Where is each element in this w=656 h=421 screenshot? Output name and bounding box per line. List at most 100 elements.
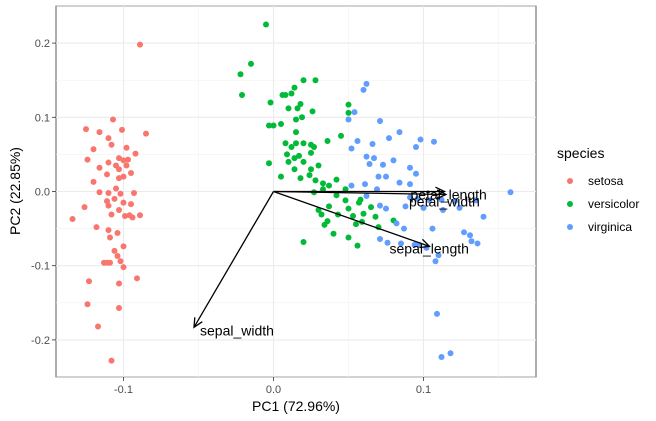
point-setosa	[123, 162, 130, 169]
loading-arrowhead-sepal_width	[193, 317, 203, 329]
point-virginica	[377, 202, 383, 209]
point-versicolor	[278, 173, 284, 180]
point-versicolor	[300, 140, 307, 147]
point-setosa	[108, 357, 115, 364]
point-versicolor	[270, 122, 277, 129]
point-virginica	[363, 153, 370, 160]
point-setosa	[123, 144, 130, 151]
point-versicolor	[299, 114, 305, 121]
point-setosa	[113, 185, 119, 192]
loading-label-petal_width: petal_width	[409, 193, 480, 209]
legend-label-setosa: setosa	[588, 174, 624, 188]
x-tick-label: 0.0	[266, 384, 281, 396]
point-virginica	[440, 207, 446, 214]
point-virginica	[384, 239, 391, 246]
x-tick-label: 0.1	[416, 384, 431, 396]
point-setosa	[108, 211, 115, 218]
point-versicolor	[309, 108, 316, 115]
point-setosa	[116, 304, 122, 311]
legend: species setosa versicolor virginica	[557, 145, 639, 234]
point-versicolor	[311, 143, 317, 150]
point-virginica	[411, 241, 418, 248]
point-versicolor	[291, 84, 298, 91]
point-virginica	[407, 194, 413, 201]
point-virginica	[390, 157, 397, 164]
point-setosa	[90, 178, 97, 185]
point-setosa	[96, 164, 103, 171]
point-setosa	[90, 146, 97, 153]
loading-arrowhead-sepal_length	[419, 238, 431, 249]
point-virginica	[434, 310, 440, 317]
point-versicolor	[293, 116, 299, 123]
point-versicolor	[321, 221, 328, 228]
legend-key-virginica	[567, 224, 573, 230]
point-virginica	[345, 116, 352, 123]
legend-key-setosa	[567, 178, 573, 184]
point-virginica	[407, 181, 413, 188]
legend-title: species	[557, 145, 604, 161]
loading-arrow-sepal_length	[273, 190, 430, 248]
point-versicolor	[297, 100, 304, 107]
point-versicolor	[285, 158, 292, 165]
point-versicolor	[354, 242, 361, 249]
point-setosa	[116, 175, 122, 182]
point-virginica	[435, 252, 442, 259]
point-setosa	[86, 278, 92, 285]
point-virginica	[396, 179, 403, 186]
point-setosa	[84, 156, 91, 163]
point-versicolor	[372, 213, 379, 220]
point-versicolor	[308, 149, 314, 156]
point-versicolor	[345, 109, 352, 116]
point-setosa	[119, 126, 125, 133]
point-virginica	[452, 198, 458, 205]
legend-key-versicolor	[567, 201, 573, 207]
point-setosa	[116, 155, 122, 162]
point-versicolor	[294, 105, 301, 112]
point-virginica	[438, 353, 445, 360]
point-virginica	[377, 118, 383, 125]
loading-arrowhead-petal_width	[436, 189, 448, 200]
point-versicolor	[293, 140, 299, 147]
point-setosa	[117, 258, 124, 265]
point-setosa	[128, 201, 134, 208]
x-axis-ticks: -0.1 0.0 0.1	[114, 377, 431, 396]
loading-arrow-sepal_width	[193, 191, 275, 328]
point-setosa	[132, 150, 139, 157]
point-setosa	[125, 156, 131, 163]
point-versicolor	[312, 77, 319, 84]
point-virginica	[414, 195, 421, 202]
point-setosa	[137, 212, 143, 219]
loading-label-sepal_width: sepal_width	[200, 322, 274, 338]
point-versicolor	[324, 138, 331, 145]
point-virginica	[431, 138, 437, 145]
point-versicolor	[345, 205, 352, 212]
point-virginica	[371, 155, 377, 162]
point-versicolor	[350, 212, 356, 219]
point-setosa	[108, 141, 115, 148]
point-virginica	[473, 197, 479, 204]
point-virginica	[363, 192, 370, 199]
point-virginica	[348, 145, 355, 152]
point-virginica	[360, 86, 367, 93]
point-versicolor	[297, 175, 304, 182]
point-virginica	[401, 225, 407, 232]
point-virginica	[362, 181, 368, 188]
point-virginica	[354, 138, 361, 145]
point-versicolor	[342, 197, 349, 204]
point-virginica	[375, 173, 382, 180]
point-virginica	[420, 204, 427, 211]
point-virginica	[474, 240, 481, 247]
point-setosa	[111, 247, 118, 254]
point-versicolor	[266, 160, 272, 167]
point-versicolor	[266, 122, 272, 129]
point-setosa	[111, 195, 118, 202]
loading-label-petal_length: petal_length	[411, 187, 487, 203]
y-tick-label: 0.1	[35, 112, 50, 124]
point-versicolor	[291, 155, 298, 162]
y-tick-label: -0.1	[31, 261, 50, 273]
point-virginica	[413, 143, 419, 150]
point-virginica	[507, 189, 514, 196]
point-virginica	[396, 129, 403, 136]
